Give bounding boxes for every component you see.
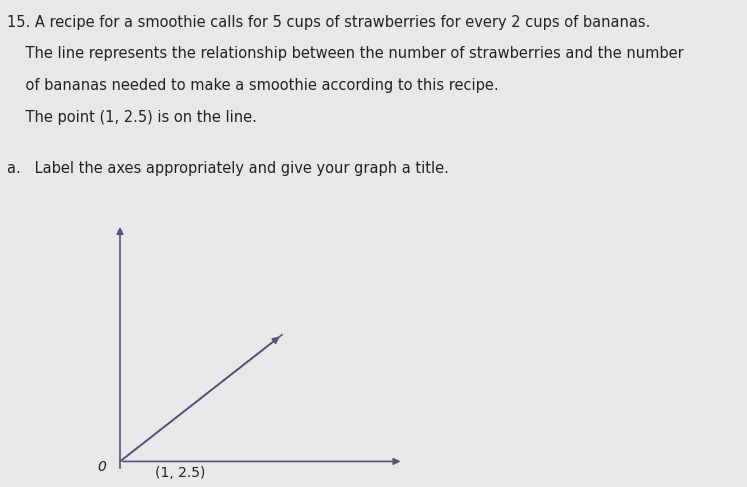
Text: 15. A recipe for a smoothie calls for 5 cups of strawberries for every 2 cups of: 15. A recipe for a smoothie calls for 5 … bbox=[7, 15, 651, 30]
Text: 0: 0 bbox=[97, 460, 106, 474]
Text: (1, 2.5): (1, 2.5) bbox=[155, 466, 206, 480]
Text: The line represents the relationship between the number of strawberries and the : The line represents the relationship bet… bbox=[7, 46, 684, 61]
Text: a.   Label the axes appropriately and give your graph a title.: a. Label the axes appropriately and give… bbox=[7, 161, 450, 176]
Text: The point (1, 2.5) is on the line.: The point (1, 2.5) is on the line. bbox=[7, 110, 258, 125]
Text: of bananas needed to make a smoothie according to this recipe.: of bananas needed to make a smoothie acc… bbox=[7, 78, 499, 93]
